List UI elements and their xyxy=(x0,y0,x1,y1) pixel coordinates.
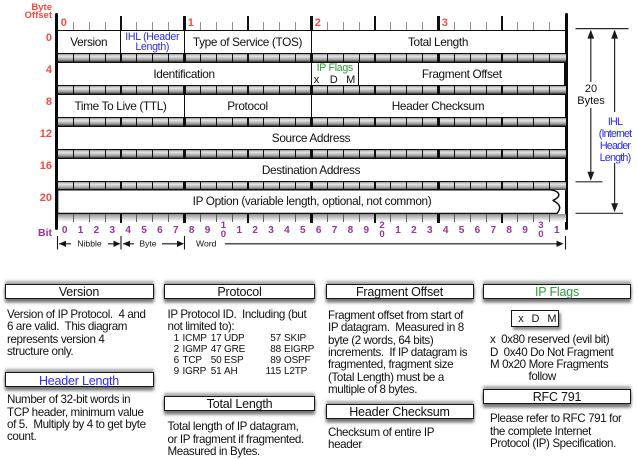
svg-text:IP Option (variable length, op: IP Option (variable length, optional, no… xyxy=(193,195,432,208)
svg-text:Word: Word xyxy=(196,239,217,249)
svg-text:Byte: Byte xyxy=(139,239,156,249)
svg-text:Nibble: Nibble xyxy=(77,239,102,249)
